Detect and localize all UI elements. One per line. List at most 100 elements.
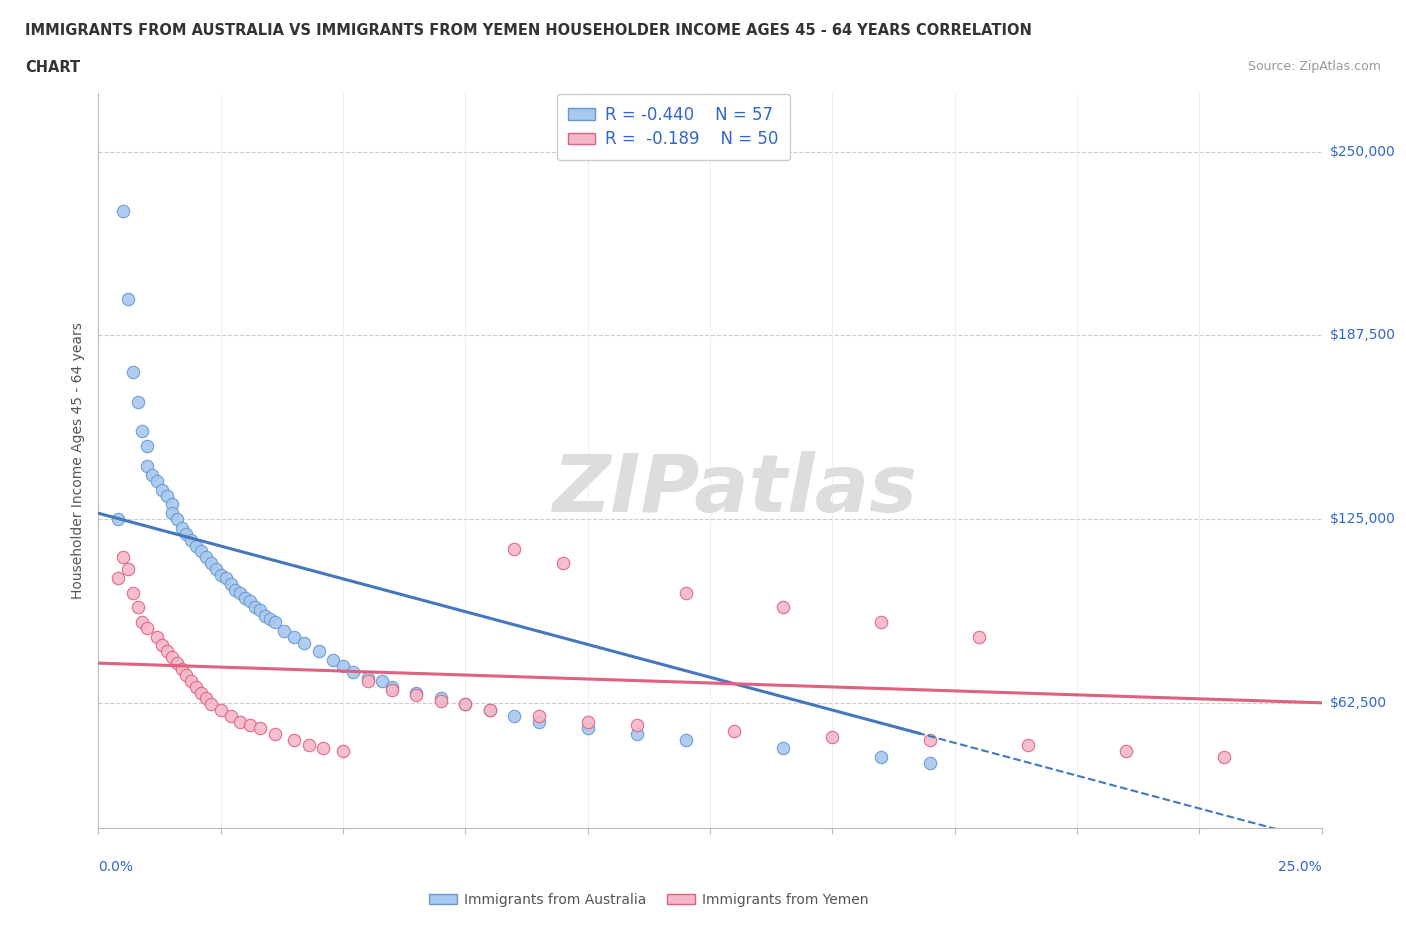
Text: 25.0%: 25.0% (1278, 860, 1322, 874)
Point (920, 732, 942, 747)
Point (107, 512, 129, 526)
Point (160, 650, 183, 665)
Point (150, 638, 173, 653)
Point (249, 603, 271, 618)
Point (821, 729, 844, 744)
Point (772, 741, 794, 756)
Point (190, 685, 212, 700)
Point (259, 612, 281, 627)
Point (166, 656, 188, 671)
Point (205, 562, 228, 577)
Point (371, 673, 394, 688)
Point (283, 630, 305, 644)
Text: 0.0%: 0.0% (98, 860, 134, 874)
Point (229, 585, 252, 600)
Point (117, 562, 139, 577)
Point (176, 526, 198, 541)
Text: $187,500: $187,500 (1330, 328, 1396, 342)
Point (283, 732, 305, 747)
Text: CHART: CHART (25, 60, 80, 75)
Text: Source: ZipAtlas.com: Source: ZipAtlas.com (1247, 60, 1381, 73)
Point (111, 203, 134, 218)
Point (186, 538, 208, 553)
Point (146, 473, 169, 488)
Point (111, 550, 134, 565)
Point (127, 600, 149, 615)
Point (180, 673, 202, 688)
Point (229, 714, 252, 729)
Point (870, 750, 893, 764)
Point (478, 703, 501, 718)
Point (176, 668, 198, 683)
Point (209, 703, 232, 718)
Point (136, 458, 159, 473)
Point (131, 615, 153, 630)
Point (160, 506, 183, 521)
Point (146, 630, 169, 644)
Text: $125,000: $125,000 (1330, 512, 1396, 526)
Point (219, 577, 242, 591)
Point (186, 679, 208, 694)
Point (121, 365, 143, 379)
Point (527, 714, 550, 729)
Point (381, 679, 404, 694)
Point (478, 703, 501, 718)
Point (273, 623, 295, 638)
Point (405, 685, 427, 700)
Point (342, 665, 364, 680)
Point (127, 394, 149, 409)
Point (233, 591, 256, 606)
Point (200, 697, 222, 711)
Point (356, 673, 378, 688)
Point (626, 717, 648, 732)
Point (1115, 744, 1137, 759)
Point (239, 594, 262, 609)
Point (263, 726, 285, 741)
Point (298, 738, 321, 753)
Point (219, 709, 242, 724)
Point (107, 570, 129, 585)
Point (141, 468, 163, 483)
Point (160, 497, 183, 512)
Point (356, 671, 378, 685)
Point (150, 483, 173, 498)
Point (503, 709, 526, 724)
Point (239, 717, 262, 732)
Point (553, 556, 575, 571)
Point (1017, 738, 1039, 753)
Point (263, 615, 285, 630)
Point (209, 567, 232, 582)
Point (195, 691, 218, 706)
Legend: Immigrants from Australia, Immigrants from Yemen: Immigrants from Australia, Immigrants fr… (422, 886, 876, 914)
Text: IMMIGRANTS FROM AUSTRALIA VS IMMIGRANTS FROM YEMEN HOUSEHOLDER INCOME AGES 45 - : IMMIGRANTS FROM AUSTRALIA VS IMMIGRANTS … (25, 23, 1032, 38)
Point (243, 600, 266, 615)
Point (121, 585, 143, 600)
Point (381, 682, 404, 697)
Point (332, 658, 354, 673)
Point (430, 691, 453, 706)
Point (156, 488, 179, 503)
Y-axis label: Householder Income Ages 45 - 64 years: Householder Income Ages 45 - 64 years (72, 322, 86, 599)
Point (253, 608, 276, 623)
Point (576, 721, 599, 736)
Point (292, 635, 315, 650)
Point (454, 697, 477, 711)
Point (1212, 750, 1234, 764)
Point (249, 721, 271, 736)
Point (626, 726, 648, 741)
Point (170, 521, 193, 536)
Point (405, 688, 427, 703)
Point (190, 544, 212, 559)
Point (454, 697, 477, 711)
Point (322, 653, 344, 668)
Point (156, 644, 179, 658)
Text: ZIPatlas: ZIPatlas (553, 451, 917, 529)
Point (308, 644, 330, 658)
Point (131, 423, 153, 438)
Point (920, 755, 942, 770)
Point (723, 724, 745, 738)
Point (430, 694, 453, 709)
Point (180, 532, 202, 547)
Point (200, 556, 222, 571)
Point (214, 570, 236, 585)
